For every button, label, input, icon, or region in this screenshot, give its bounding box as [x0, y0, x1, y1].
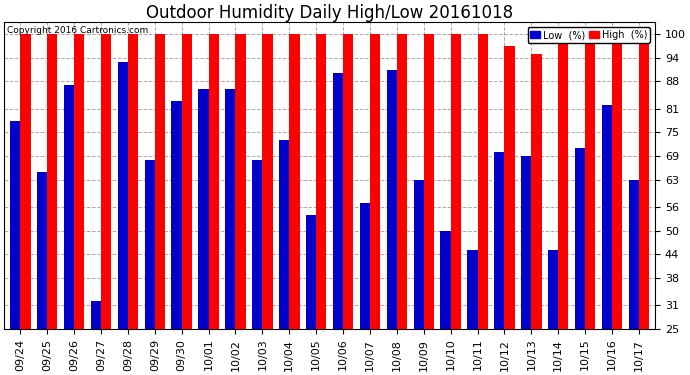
- Bar: [316, 34, 326, 329]
- Bar: [424, 34, 434, 329]
- Bar: [612, 34, 622, 329]
- Bar: [370, 34, 380, 329]
- Bar: [279, 140, 289, 329]
- Bar: [359, 203, 370, 329]
- Bar: [451, 34, 461, 329]
- Bar: [413, 180, 424, 329]
- Bar: [181, 34, 192, 329]
- Bar: [252, 160, 262, 329]
- Bar: [629, 180, 639, 329]
- Bar: [289, 34, 299, 329]
- Bar: [477, 34, 488, 329]
- Bar: [198, 89, 208, 329]
- Bar: [494, 152, 504, 329]
- Bar: [91, 302, 101, 329]
- Bar: [208, 34, 219, 329]
- Bar: [585, 34, 595, 329]
- Bar: [504, 46, 515, 329]
- Legend: Low  (%), High  (%): Low (%), High (%): [527, 27, 650, 43]
- Text: Copyright 2016 Cartronics.com: Copyright 2016 Cartronics.com: [7, 26, 148, 35]
- Bar: [10, 121, 20, 329]
- Bar: [397, 34, 407, 329]
- Bar: [145, 160, 155, 329]
- Bar: [575, 148, 585, 329]
- Bar: [155, 34, 165, 329]
- Bar: [602, 105, 612, 329]
- Bar: [548, 251, 558, 329]
- Title: Outdoor Humidity Daily High/Low 20161018: Outdoor Humidity Daily High/Low 20161018: [146, 4, 513, 22]
- Bar: [74, 34, 84, 329]
- Bar: [101, 34, 111, 329]
- Bar: [37, 172, 47, 329]
- Bar: [172, 101, 181, 329]
- Bar: [343, 34, 353, 329]
- Bar: [47, 34, 57, 329]
- Bar: [118, 62, 128, 329]
- Bar: [639, 34, 649, 329]
- Bar: [306, 215, 316, 329]
- Bar: [235, 34, 246, 329]
- Bar: [386, 69, 397, 329]
- Bar: [262, 34, 273, 329]
- Bar: [521, 156, 531, 329]
- Bar: [531, 54, 542, 329]
- Bar: [467, 251, 477, 329]
- Bar: [333, 74, 343, 329]
- Bar: [558, 34, 569, 329]
- Bar: [64, 85, 74, 329]
- Bar: [20, 34, 30, 329]
- Bar: [225, 89, 235, 329]
- Bar: [440, 231, 451, 329]
- Bar: [128, 34, 138, 329]
